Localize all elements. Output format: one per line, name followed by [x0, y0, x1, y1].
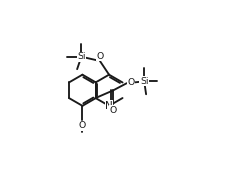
Text: N: N [105, 101, 113, 111]
Text: O: O [79, 121, 86, 130]
Text: Si: Si [140, 77, 148, 86]
Text: O: O [127, 78, 135, 87]
Text: O: O [97, 52, 104, 61]
Text: O: O [109, 106, 117, 115]
Text: Si: Si [77, 52, 86, 61]
